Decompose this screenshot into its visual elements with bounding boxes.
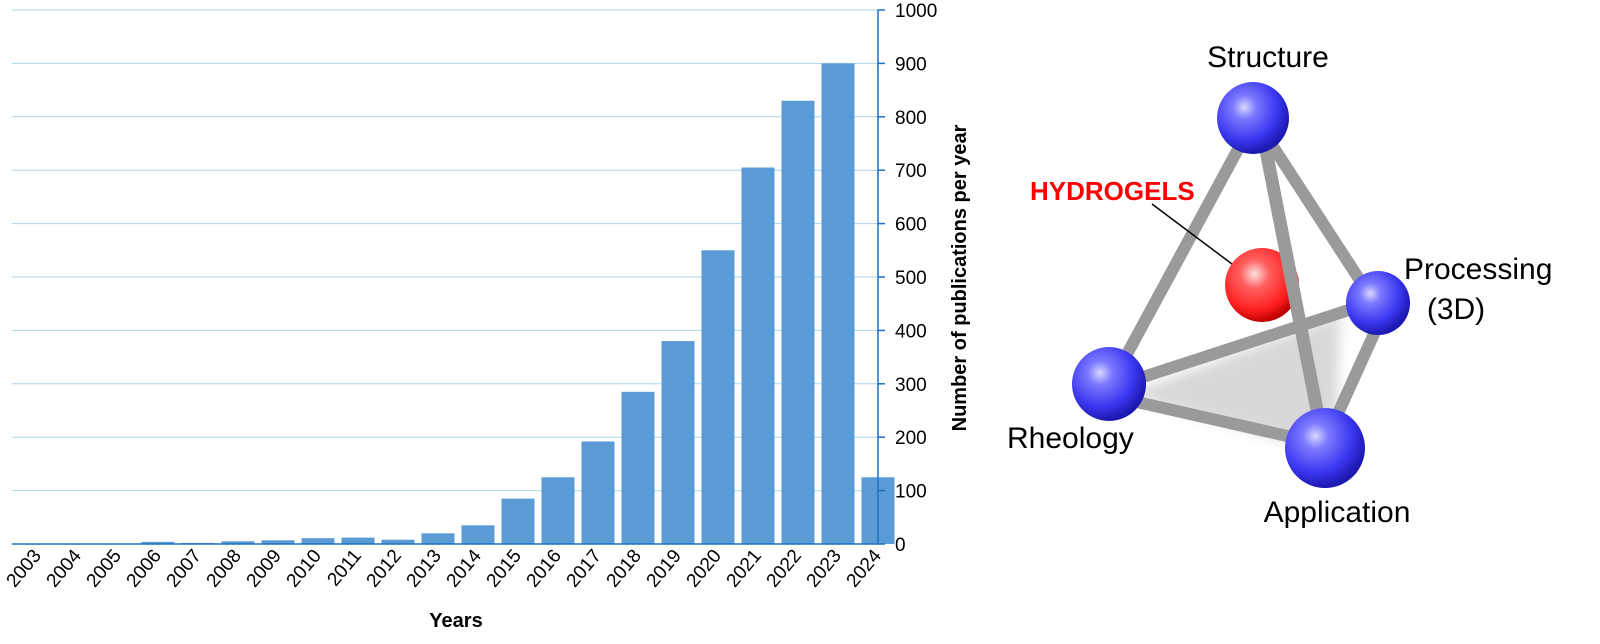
- bar-2010: [301, 538, 335, 544]
- bar-2023: [821, 63, 855, 545]
- y-tick-label: 1000: [895, 1, 937, 22]
- hydrogels-label: HYDROGELS: [1030, 176, 1195, 206]
- x-tick-label: 2018: [603, 546, 646, 592]
- bar-2019: [661, 341, 695, 544]
- rod-structure-processing: [1264, 136, 1369, 291]
- bar-2013: [421, 533, 455, 544]
- rods: [1114, 134, 1384, 446]
- bar-2020: [701, 250, 735, 545]
- bar-2017: [581, 441, 615, 544]
- bar-2021: [741, 167, 775, 544]
- y-tick-label: 100: [895, 482, 927, 503]
- x-tick-label: 2021: [723, 546, 766, 592]
- bar-2015: [501, 498, 535, 544]
- y-tick-label: 0: [895, 535, 906, 556]
- structure-label: Structure: [1207, 41, 1329, 74]
- processing-sphere: [1346, 271, 1410, 335]
- x-tick-label: 2015: [483, 546, 526, 592]
- gridlines: [12, 9, 878, 492]
- rod-structure-rheology: [1114, 134, 1249, 373]
- x-tick-label: 2023: [803, 546, 846, 592]
- x-tick-label: 2011: [323, 546, 365, 591]
- bar-2018: [621, 391, 655, 544]
- x-tick-label: 2020: [683, 546, 726, 592]
- x-tick-labels: 2003200420052006200720082009201020112012…: [3, 545, 887, 591]
- bar-2008: [221, 541, 255, 544]
- x-tick-label: 2009: [243, 546, 286, 592]
- y-axis-title: Number of publications per year: [949, 124, 971, 431]
- bar-2014: [461, 525, 495, 544]
- bar-2016: [541, 477, 575, 544]
- hydrogel-tetrahedron-diagram: Structure Processing (3D) Rheology Appli…: [1007, 41, 1552, 529]
- bar-2012: [381, 539, 415, 544]
- x-tick-label: 2017: [563, 546, 606, 592]
- processing-3d-label: (3D): [1427, 293, 1485, 326]
- x-tick-label: 2003: [3, 546, 46, 592]
- x-tick-label: 2005: [83, 546, 126, 592]
- x-tick-label: 2022: [763, 546, 806, 592]
- rod-structure-application: [1255, 123, 1327, 432]
- hydrogels-center-sphere: [1225, 248, 1299, 322]
- application-label: Application: [1264, 496, 1411, 529]
- x-tick-label: 2024: [843, 545, 887, 591]
- x-tick-label: 2008: [203, 546, 246, 592]
- rheology-label: Rheology: [1007, 422, 1134, 455]
- application-sphere: [1285, 408, 1365, 488]
- bar-2022: [781, 100, 815, 544]
- y-tick-label: 200: [895, 428, 927, 449]
- rheology-sphere: [1072, 347, 1146, 421]
- x-tick-label: 2013: [403, 546, 446, 592]
- x-tick-label: 2006: [123, 546, 166, 592]
- processing-label: Processing: [1404, 253, 1552, 286]
- y-tick-labels: 0 100 200 300 400 500 600 700 800 900 1000: [878, 1, 937, 556]
- bars: [141, 63, 895, 545]
- structure-sphere: [1217, 82, 1289, 154]
- x-tick-label: 2019: [643, 546, 686, 592]
- x-tick-label: 2014: [443, 545, 487, 591]
- x-axis-title: Years: [429, 610, 482, 632]
- rod-rheology-processing: [1134, 302, 1361, 384]
- bar-2011: [341, 537, 375, 544]
- y-tick-label: 900: [895, 54, 927, 75]
- bar-2009: [261, 540, 295, 544]
- y-tick-label: 800: [895, 108, 927, 129]
- y-tick-label: 300: [895, 375, 927, 396]
- y-tick-label: 500: [895, 268, 927, 289]
- diagram-shadow: [1125, 315, 1340, 455]
- y-tick-label: 700: [895, 161, 927, 182]
- x-tick-label: 2012: [363, 546, 406, 592]
- x-tick-label: 2010: [283, 546, 326, 592]
- y-tick-label: 600: [895, 215, 927, 236]
- x-tick-label: 2007: [163, 546, 206, 592]
- y-tick-label: 400: [895, 321, 927, 342]
- x-tick-label: 2004: [43, 545, 87, 591]
- rod-processing-application: [1329, 319, 1384, 426]
- bar-2006: [141, 541, 175, 544]
- x-tick-label: 2016: [523, 546, 566, 592]
- rod-rheology-application: [1122, 394, 1311, 446]
